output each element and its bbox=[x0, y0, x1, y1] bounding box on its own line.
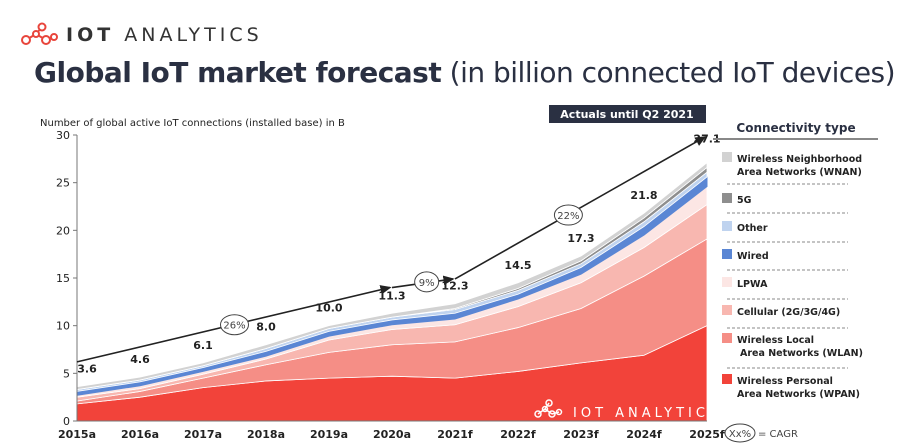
legend-label: Wired bbox=[737, 251, 769, 262]
page-title: Global IoT market forecast (in billion c… bbox=[34, 56, 896, 89]
cagr-key-label: = CAGR bbox=[758, 429, 798, 440]
watermark-logo-icon bbox=[534, 399, 563, 418]
x-tick-label: 2015a bbox=[58, 428, 96, 441]
legend-label: Area Networks (WPAN) bbox=[737, 389, 860, 400]
data-label: 8.0 bbox=[256, 321, 276, 334]
area-wnan bbox=[76, 161, 708, 391]
watermark-text: IOT ANALYTICS bbox=[573, 406, 721, 421]
cagr-badge bbox=[414, 271, 440, 293]
x-tick-label: 2020a bbox=[373, 428, 411, 441]
y-tick-label: 30 bbox=[56, 129, 70, 142]
iot-analytics-logo: IOT ANALYTICS bbox=[20, 22, 263, 48]
x-tick-label: 2022f bbox=[500, 428, 536, 441]
y-tick-label: 10 bbox=[56, 320, 70, 333]
y-tick-label: 25 bbox=[56, 177, 70, 190]
legend-swatch-wpan bbox=[722, 374, 732, 384]
y-axis-label: Number of global active IoT connections … bbox=[40, 118, 345, 129]
cagr-arrow bbox=[454, 136, 707, 280]
logo-text: IOT ANALYTICS bbox=[66, 24, 263, 46]
data-label: 17.3 bbox=[567, 232, 594, 245]
x-tick-label: 2018a bbox=[247, 428, 285, 441]
cagr-badge bbox=[553, 204, 583, 226]
network-nodes-icon bbox=[21, 22, 58, 45]
data-label: 12.3 bbox=[441, 280, 468, 293]
y-tick-label: 20 bbox=[56, 224, 70, 237]
x-tick-label: 2023f bbox=[563, 428, 599, 441]
data-label: 6.1 bbox=[193, 339, 213, 352]
legend-swatch-lpwa bbox=[722, 277, 732, 287]
data-label: 11.3 bbox=[378, 289, 405, 302]
x-tick-label: 2017a bbox=[184, 428, 222, 441]
y-tick-label: 15 bbox=[56, 272, 70, 285]
cagr-label: 22% bbox=[557, 211, 579, 222]
legend-swatch-5g bbox=[722, 193, 732, 203]
actuals-banner-text: Actuals until Q2 2021 bbox=[560, 108, 693, 121]
legend-label: Cellular (2G/3G/4G) bbox=[737, 307, 840, 318]
cagr-label: 26% bbox=[223, 321, 245, 332]
x-tick-label: 2016a bbox=[121, 428, 159, 441]
legend-label: LPWA bbox=[737, 279, 768, 290]
y-tick-label: 0 bbox=[63, 415, 70, 428]
legend-label: 5G bbox=[737, 195, 752, 206]
cagr-key-symbol: Xx% bbox=[729, 429, 751, 440]
legend-label: Wireless Neighborhood bbox=[737, 154, 862, 165]
legend-title: Connectivity type bbox=[736, 121, 855, 135]
x-tick-label: 2021f bbox=[437, 428, 473, 441]
legend-swatch-other bbox=[722, 221, 732, 231]
legend-swatch-wired bbox=[722, 249, 732, 259]
cagr-badge bbox=[220, 314, 249, 336]
legend-label: Area Networks (WNAN) bbox=[737, 167, 862, 178]
legend-swatch-wnan bbox=[722, 152, 732, 162]
cagr-label: 9% bbox=[419, 278, 435, 289]
legend-swatch-cellular bbox=[722, 305, 732, 315]
y-tick-label: 5 bbox=[63, 367, 70, 380]
actuals-banner bbox=[549, 105, 706, 123]
legend-label: Other bbox=[737, 223, 768, 234]
legend-label: Wireless Personal bbox=[737, 376, 833, 387]
x-tick-label: 2024f bbox=[626, 428, 662, 441]
data-label: 10.0 bbox=[315, 302, 342, 315]
x-tick-label: 2025f bbox=[689, 428, 725, 441]
legend-label: Area Networks (WLAN) bbox=[740, 348, 863, 359]
cagr-key-badge bbox=[724, 423, 756, 443]
data-label: 3.6 bbox=[77, 363, 97, 376]
legend-label: Wireless Local bbox=[737, 335, 814, 346]
data-label: 4.6 bbox=[130, 353, 150, 366]
data-label: 21.8 bbox=[630, 189, 657, 202]
legend-swatch-wlan bbox=[722, 333, 732, 343]
data-label: 14.5 bbox=[504, 259, 531, 272]
x-tick-label: 2019a bbox=[310, 428, 348, 441]
